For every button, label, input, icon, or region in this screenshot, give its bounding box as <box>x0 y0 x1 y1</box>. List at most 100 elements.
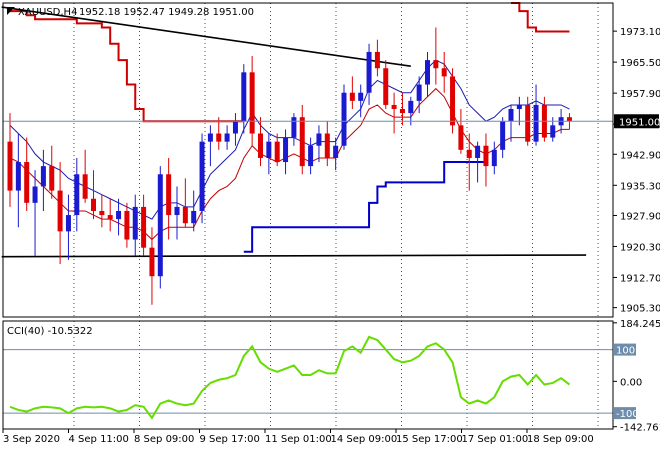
cci-level-badge <box>614 407 636 420</box>
candle-body <box>308 145 314 167</box>
candle-body <box>450 76 456 126</box>
candle-body <box>283 137 289 163</box>
cci-tick-label: -142.7618 <box>620 423 660 434</box>
cci-title: CCI(40) -10.5322 <box>7 326 93 337</box>
candle-body <box>500 121 506 150</box>
candle-body <box>458 125 464 150</box>
candle-body <box>483 145 489 167</box>
candle-body <box>299 117 305 167</box>
candle-body <box>40 166 46 187</box>
cci-level-label: 100 <box>616 346 635 357</box>
cci-level-badge <box>614 343 636 356</box>
cci-panel-frame <box>2 320 614 430</box>
candle-body <box>358 92 364 101</box>
price-tick-label: 1935.30 <box>620 181 660 192</box>
time-axis-label: 15 Sep 17:00 <box>396 434 463 445</box>
candle-body <box>49 166 55 191</box>
candle-body <box>241 72 247 122</box>
candle-body <box>191 210 197 224</box>
candle-body <box>207 133 213 142</box>
price-tick-label: 1927.90 <box>620 211 660 222</box>
time-axis-label: 11 Sep 01:00 <box>265 434 332 445</box>
time-axis-label: 18 Sep 09:00 <box>527 434 594 445</box>
candle-body <box>15 162 21 191</box>
price-trendlines <box>1 6 587 258</box>
candle-body <box>124 210 130 240</box>
time-axis-label: 8 Sep 09:00 <box>134 434 194 445</box>
cci-panel: 184.2457 0.00 -142.7618 100 -100 CCI(40) -10… <box>2 319 660 434</box>
candle-body <box>166 174 172 216</box>
candle-body <box>508 109 514 122</box>
cci-tick-label: 184.2457 <box>620 319 660 330</box>
price-panel: 1973.101965.501957.901950.301942.901935.… <box>1 2 660 318</box>
candle-body <box>82 174 88 199</box>
candle-body <box>157 174 163 277</box>
cci-levels <box>3 349 613 414</box>
candle-body <box>116 210 122 220</box>
candle-body <box>525 104 531 142</box>
cci-series <box>9 335 571 420</box>
candle-body <box>32 186 38 203</box>
time-axis-label: 4 Sep 11:00 <box>69 434 129 445</box>
symbol-arrow-icon <box>7 7 15 15</box>
candle-body <box>466 149 472 158</box>
candle-body <box>416 84 422 101</box>
candle-body <box>324 133 330 158</box>
cci-line <box>9 335 571 420</box>
price-tick-label: 1912.70 <box>620 273 660 284</box>
candle-body <box>291 117 297 138</box>
candle-body <box>391 104 397 110</box>
price-tick-label: 1973.10 <box>620 27 660 38</box>
candle-body <box>107 215 113 220</box>
current-price-badge <box>614 114 659 129</box>
candle-body <box>441 68 447 77</box>
price-tick-label: 1957.90 <box>620 89 660 100</box>
candle-body <box>274 141 280 163</box>
candle-body <box>141 206 147 248</box>
price-tick-label: 1905.30 <box>620 304 660 315</box>
candle-body <box>333 145 339 158</box>
cci-tick-label: 0.00 <box>620 377 642 388</box>
candle-body <box>475 145 481 158</box>
candle-body <box>174 206 180 216</box>
candle-body <box>91 198 96 211</box>
candle-body <box>425 60 430 85</box>
candle-body <box>24 162 30 203</box>
candle-body <box>399 109 405 114</box>
candle-body <box>249 72 255 134</box>
candle-body <box>266 141 272 158</box>
trendline-0 <box>1 6 411 67</box>
time-axis-label: 17 Sep 01:00 <box>462 434 529 445</box>
candle-body <box>57 190 63 232</box>
candle-body <box>7 141 13 191</box>
price-candles <box>7 27 572 305</box>
candle-body <box>65 215 71 232</box>
candle-body <box>199 141 205 211</box>
candle-body <box>366 51 372 93</box>
candle-body <box>258 133 263 158</box>
symbol-label-group: XAUUSD,H4 1952.18 1952.47 1949.28 1951.0… <box>7 7 254 18</box>
candle-body <box>316 133 322 146</box>
candle-body <box>383 68 389 105</box>
candle-body <box>408 100 414 114</box>
symbol-title: XAUUSD,H4 <box>18 7 77 18</box>
candle-body <box>349 92 355 101</box>
candle-body <box>74 174 80 216</box>
candle-body <box>99 210 105 216</box>
candle-body <box>341 92 347 146</box>
candle-body <box>374 51 380 69</box>
overlay-line-3 <box>243 161 486 253</box>
candle-body <box>516 104 522 110</box>
overlay-line-0 <box>9 59 570 220</box>
price-tick-label: 1942.90 <box>620 150 660 161</box>
cci-level-label: -100 <box>616 409 639 420</box>
candle-body <box>232 121 238 134</box>
price-tick-label: 1965.50 <box>620 58 660 69</box>
time-axis-label: 3 Sep 2020 <box>3 434 60 445</box>
time-axis-label: 14 Sep 09:00 <box>331 434 398 445</box>
cci-axis: 184.2457 0.00 -142.7618 100 -100 <box>613 319 660 434</box>
candle-body <box>224 133 230 142</box>
price-panel-frame <box>2 2 614 318</box>
